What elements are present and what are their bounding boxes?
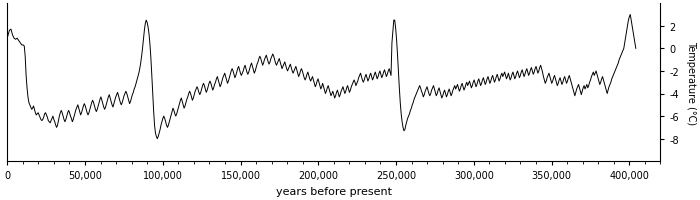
X-axis label: years before present: years before present	[276, 186, 392, 196]
Y-axis label: Temperature (°C): Temperature (°C)	[686, 41, 696, 125]
